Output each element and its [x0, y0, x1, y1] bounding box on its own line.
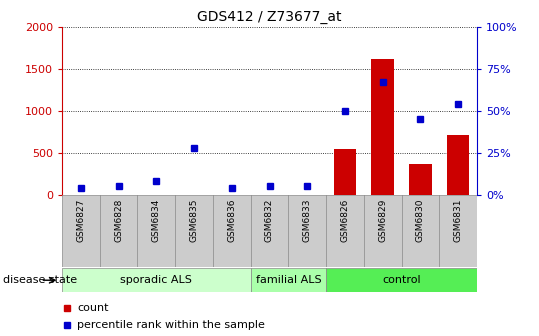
- Title: GDS412 / Z73677_at: GDS412 / Z73677_at: [197, 10, 342, 25]
- Text: GSM6832: GSM6832: [265, 199, 274, 242]
- Text: GSM6831: GSM6831: [454, 199, 462, 242]
- Text: sporadic ALS: sporadic ALS: [120, 275, 192, 285]
- Text: GSM6833: GSM6833: [303, 199, 312, 242]
- Text: GSM6826: GSM6826: [341, 199, 349, 242]
- Text: control: control: [382, 275, 421, 285]
- Text: GSM6836: GSM6836: [227, 199, 236, 242]
- Text: GSM6830: GSM6830: [416, 199, 425, 242]
- Text: GSM6834: GSM6834: [152, 199, 161, 242]
- Text: GSM6827: GSM6827: [77, 199, 85, 242]
- Bar: [334, 149, 356, 195]
- Bar: [251, 268, 326, 292]
- Bar: [62, 268, 251, 292]
- Bar: [326, 268, 477, 292]
- Bar: [447, 135, 469, 195]
- Text: count: count: [77, 303, 108, 312]
- Text: GSM6835: GSM6835: [190, 199, 198, 242]
- Bar: [371, 59, 394, 195]
- Text: disease state: disease state: [3, 275, 77, 285]
- Text: familial ALS: familial ALS: [255, 275, 321, 285]
- Text: percentile rank within the sample: percentile rank within the sample: [77, 320, 265, 330]
- Bar: [409, 164, 432, 195]
- Text: GSM6828: GSM6828: [114, 199, 123, 242]
- Text: GSM6829: GSM6829: [378, 199, 387, 242]
